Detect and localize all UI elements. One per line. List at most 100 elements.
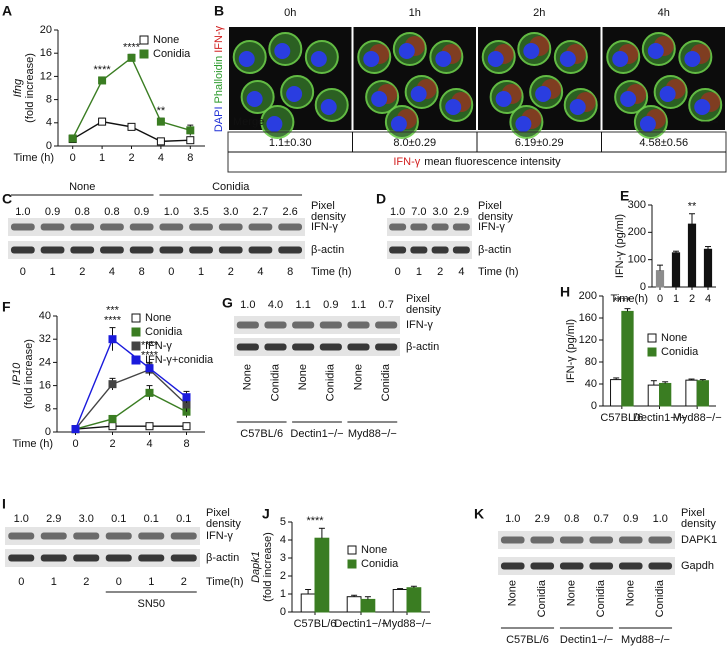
nucleus — [410, 86, 427, 102]
blot-strip — [8, 241, 305, 259]
band — [170, 532, 197, 540]
group-label: Conidia — [212, 181, 250, 193]
significance: ** — [157, 105, 166, 117]
lane-label: 8 — [287, 266, 293, 278]
lane-label: 2 — [228, 266, 234, 278]
lane-label: 1 — [416, 266, 422, 278]
band — [159, 246, 184, 254]
panel-label: K — [474, 506, 484, 522]
blot-strip — [5, 527, 200, 545]
pixel-density: 2.6 — [283, 206, 298, 218]
marker — [108, 335, 117, 344]
band — [530, 536, 555, 544]
pixel-density: 0.9 — [134, 206, 149, 218]
panel-label: D — [376, 191, 386, 207]
y-tick-label: 3 — [280, 552, 286, 564]
band — [278, 246, 303, 254]
y-tick-label: 300 — [628, 199, 646, 211]
lane-axis-label: Time (h) — [311, 266, 352, 278]
y-axis-note: (fold increase) — [262, 532, 274, 602]
pixel-density-label: Pixel — [681, 507, 705, 519]
pixel-density: 2.9 — [454, 206, 469, 218]
lane-label: 4 — [458, 266, 464, 278]
bar — [346, 596, 362, 613]
lane-label: None — [566, 580, 578, 606]
lane-label: 1 — [148, 576, 154, 588]
y-tick-label: 0 — [280, 606, 286, 618]
y-tick-label: 40 — [585, 378, 597, 390]
pixel-density: 0.7 — [379, 299, 394, 311]
y-tick-label: 32 — [39, 333, 51, 345]
band — [105, 554, 132, 562]
legend-swatch — [131, 327, 141, 337]
lane-label: Conidia — [536, 579, 548, 617]
band — [648, 562, 673, 570]
significance: *** — [106, 305, 120, 317]
y-axis-label: Dapk1 — [250, 551, 262, 583]
panel-label: B — [214, 3, 224, 19]
nucleus — [647, 43, 664, 59]
nucleus — [371, 91, 388, 107]
pixel-density: 0.1 — [144, 513, 159, 525]
nucleus — [684, 51, 701, 67]
lane-label: Conidia — [269, 363, 281, 401]
pixel-density: 0.9 — [323, 299, 338, 311]
nucleus — [286, 86, 303, 102]
x-tick-label: Dectin1−/− — [633, 412, 686, 424]
intensity-value: 4.58±0.56 — [639, 137, 688, 149]
band — [170, 554, 197, 562]
nucleus — [266, 116, 283, 132]
x-tick-label: 0 — [657, 293, 663, 305]
pixel-density-label: density — [206, 518, 241, 530]
bar — [685, 379, 698, 407]
panel-label: E — [620, 188, 629, 204]
y-axis-note: (fold increase) — [23, 339, 35, 409]
panel-label: A — [2, 3, 12, 19]
column-header: 0h — [284, 7, 296, 19]
series-line — [74, 338, 187, 430]
band — [589, 562, 614, 570]
band — [347, 343, 370, 351]
band — [452, 246, 470, 254]
nucleus — [659, 86, 676, 102]
band — [375, 321, 398, 329]
band — [559, 562, 584, 570]
pixel-density-label: density — [478, 211, 513, 223]
band — [500, 562, 525, 570]
nucleus — [274, 43, 291, 59]
pixel-density: 1.0 — [390, 206, 405, 218]
column-header: 1h — [409, 7, 421, 19]
pixel-density: 1.0 — [15, 206, 30, 218]
nucleus — [445, 99, 462, 115]
pixel-density: 0.7 — [594, 513, 609, 525]
y-tick-label: 4 — [46, 117, 52, 129]
pixel-density-label: density — [406, 304, 441, 316]
lane-label: None — [625, 580, 637, 606]
y-axis-note: (fold increase) — [24, 53, 36, 123]
caption-text: mean fluorescence intensity — [424, 156, 561, 168]
series-line — [75, 392, 187, 430]
marker — [108, 414, 117, 423]
nucleus — [320, 99, 337, 115]
lane-label: None — [352, 364, 364, 390]
band — [236, 343, 259, 351]
band — [375, 343, 398, 351]
pixel-density-label: Pixel — [311, 200, 335, 212]
y-axis-label: Ifng — [12, 78, 24, 97]
band — [189, 223, 213, 231]
legend-swatch — [131, 355, 141, 365]
band — [138, 554, 165, 562]
lane-label: 8 — [139, 266, 145, 278]
significance: ** — [688, 201, 697, 213]
pixel-density: 3.0 — [223, 206, 238, 218]
blot-strip — [387, 241, 472, 259]
bar — [610, 379, 623, 407]
band — [129, 223, 154, 231]
legend-swatch — [139, 35, 149, 45]
nucleus — [620, 91, 637, 107]
x-tick-label: Myd88−/− — [383, 618, 432, 630]
band — [410, 223, 428, 231]
lane-label: 0 — [168, 266, 174, 278]
nucleus — [639, 116, 656, 132]
intensity-value: 8.0±0.29 — [393, 137, 436, 149]
